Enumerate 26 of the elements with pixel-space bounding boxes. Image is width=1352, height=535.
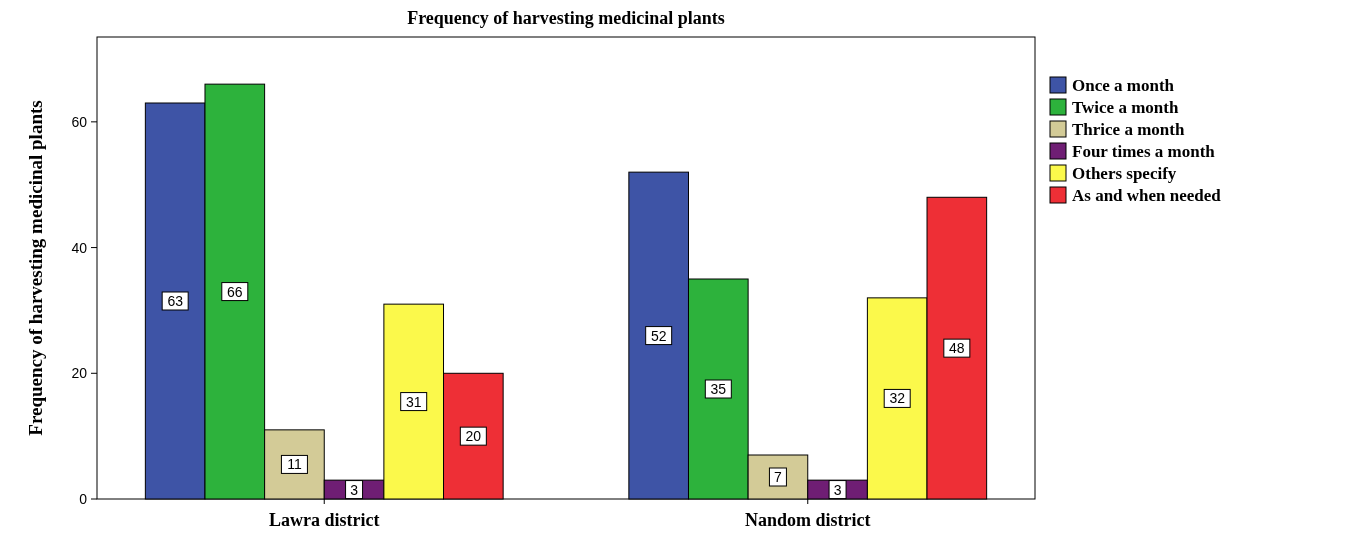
data-label: 11 bbox=[287, 456, 302, 473]
legend-label: Four times a month bbox=[1072, 142, 1216, 161]
data-label: 32 bbox=[889, 390, 906, 407]
data-label: 3 bbox=[833, 481, 842, 498]
legend-label: Once a month bbox=[1072, 76, 1175, 95]
chart-title: Frequency of harvesting medicinal plants bbox=[407, 8, 725, 28]
data-label: 7 bbox=[774, 469, 783, 485]
data-label: 31 bbox=[405, 393, 422, 410]
y-tick-label: 0 bbox=[79, 491, 88, 507]
legend-label: Others specify bbox=[1072, 164, 1177, 183]
y-axis-title: Frequency of harvesting medicinal plants bbox=[25, 100, 46, 436]
y-tick-label: 60 bbox=[71, 113, 88, 130]
data-label: 35 bbox=[710, 381, 727, 397]
legend-label: As and when needed bbox=[1072, 186, 1222, 205]
x-tick-label: Lawra district bbox=[269, 510, 380, 530]
data-label: 52 bbox=[650, 327, 667, 344]
data-label: 66 bbox=[227, 283, 243, 300]
data-label: 20 bbox=[465, 428, 482, 445]
legend-label: Twice a month bbox=[1072, 98, 1179, 117]
data-label: 3 bbox=[350, 481, 359, 498]
y-tick-label: 20 bbox=[71, 365, 88, 382]
legend-label: Thrice a month bbox=[1072, 120, 1185, 139]
data-label: 48 bbox=[949, 340, 965, 357]
x-tick-label: Nandom district bbox=[745, 510, 871, 530]
data-label: 63 bbox=[167, 293, 184, 309]
y-tick-label: 40 bbox=[71, 239, 88, 256]
